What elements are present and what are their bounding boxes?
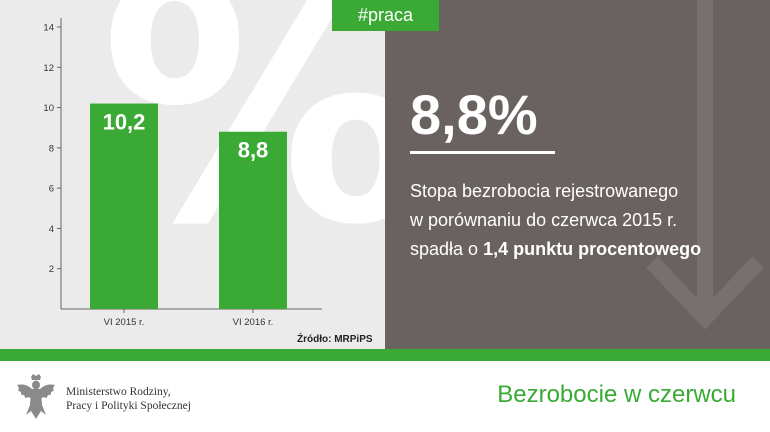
footer-divider: [0, 349, 770, 361]
info-panel: [385, 0, 770, 349]
down-arrow-icon: [646, 0, 764, 330]
y-tick-label: 12: [43, 63, 54, 74]
hashtag-badge: #praca: [332, 0, 439, 31]
description-line-3: spadła o 1,4 punktu procentowego: [410, 235, 760, 264]
description-highlight: 1,4 punktu procentowego: [483, 239, 702, 259]
source-note: Źródło: MRPiPS: [297, 334, 373, 345]
bar-chart: 2 4 6 8 10 12 14 10,2 VI 2015 r. 8,8 VI 2016 r.: [43, 18, 322, 328]
description: Stopa bezrobocia rejestrowanego w porówn…: [410, 177, 760, 264]
ministry-line-2: Pracy i Polityki Społecznej: [66, 400, 191, 412]
y-tick-label: 10: [43, 103, 54, 114]
y-tick-label: 8: [49, 143, 54, 154]
headline-value: 8,8%: [410, 83, 538, 146]
y-tick-label: 6: [49, 184, 54, 195]
bar: [219, 131, 287, 309]
ministry-name: Ministerstwo Rodziny, Pracy i Polityki S…: [66, 385, 191, 413]
footer: Ministerstwo Rodziny, Pracy i Polityki S…: [0, 361, 770, 432]
x-tick-label: VI 2015 r.: [104, 317, 145, 328]
description-line-2: w porównaniu do czerwca 2015 r.: [410, 210, 678, 230]
bar-value-label: 8,8: [238, 138, 269, 163]
x-tick-label: VI 2016 r.: [233, 317, 274, 328]
description-line-3-prefix: spadła o: [410, 239, 484, 259]
y-tick-label: 2: [49, 264, 54, 275]
footer-title: Bezrobocie w czerwcu: [497, 381, 736, 408]
bar-value-label: 10,2: [103, 110, 146, 135]
description-line-1: Stopa bezrobocia rejestrowanego: [410, 181, 679, 201]
y-tick-label: 4: [49, 224, 54, 235]
y-tick-label: 14: [43, 23, 54, 34]
headline-underline: [410, 151, 555, 154]
ministry-line-1: Ministerstwo Rodziny,: [66, 386, 171, 398]
eagle-emblem-icon: [17, 374, 55, 419]
bar: [90, 103, 158, 310]
